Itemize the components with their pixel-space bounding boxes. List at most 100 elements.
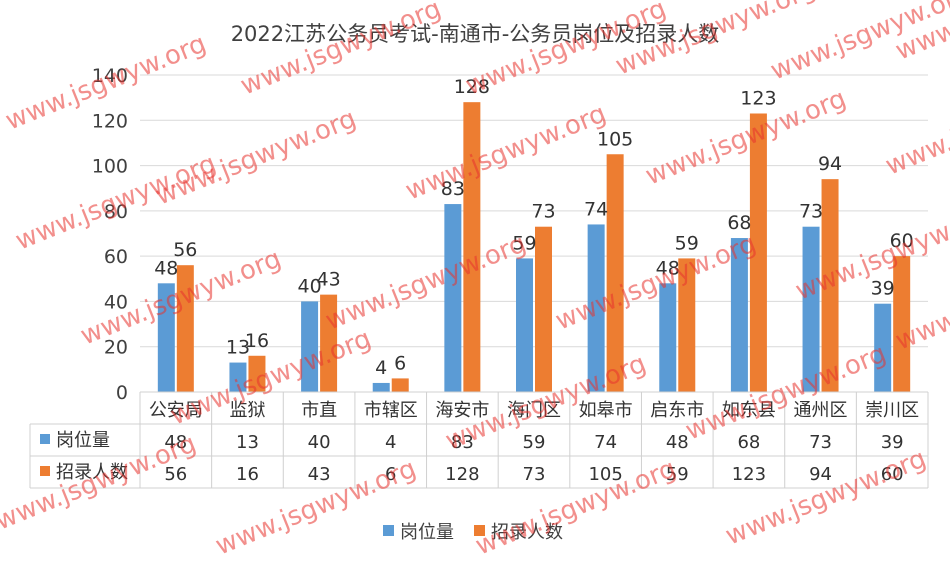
bar (730, 238, 748, 392)
bar (301, 301, 319, 392)
bar (802, 226, 820, 392)
legend-label: 岗位量 (400, 522, 454, 543)
table-cell: 128 (445, 464, 479, 485)
table-cell: 60 (881, 464, 904, 485)
table-cell: 59 (666, 464, 689, 485)
bar (893, 256, 911, 392)
category-label: 监狱 (229, 400, 265, 421)
y-tick-label: 40 (104, 291, 128, 313)
bar (821, 179, 839, 392)
data-label: 13 (226, 337, 250, 359)
watermark: www.jsgwyw.org (321, 229, 530, 337)
bar (516, 258, 533, 392)
data-label: 39 (871, 278, 895, 300)
watermark: www.jsgwyw.org (401, 99, 610, 207)
table-cell: 43 (308, 464, 331, 485)
table-cell: 40 (308, 432, 331, 453)
y-tick-label: 120 (92, 110, 128, 132)
table-series-label: 招录人数 (56, 462, 128, 483)
bar (176, 265, 194, 392)
bar (229, 362, 247, 392)
bar (444, 204, 462, 392)
category-label: 通州区 (794, 400, 848, 421)
table-cell: 68 (737, 432, 760, 453)
data-label: 73 (799, 201, 823, 223)
table-cell: 56 (164, 464, 187, 485)
table-cell: 48 (164, 432, 187, 453)
data-label: 123 (740, 87, 776, 109)
category-label: 海安市 (435, 400, 489, 421)
data-label: 83 (441, 178, 465, 200)
category-label: 公安局 (149, 400, 203, 421)
y-tick-label: 20 (104, 337, 128, 359)
data-label: 73 (531, 201, 555, 223)
y-tick-label: 0 (116, 382, 128, 404)
data-label: 16 (245, 330, 269, 352)
data-label: 94 (818, 153, 842, 175)
data-label: 6 (394, 352, 406, 374)
table-cell: 48 (666, 432, 689, 453)
legend-label: 招录人数 (491, 522, 563, 543)
y-tick-label: 100 (92, 156, 128, 178)
watermark: www.jsgwyw.org (236, 0, 445, 101)
table-legend-key (40, 466, 50, 476)
bar (659, 283, 677, 392)
data-label: 128 (454, 76, 490, 98)
bar (372, 382, 390, 392)
data-label: 59 (675, 232, 699, 254)
table-cell: 74 (594, 432, 617, 453)
table-cell: 4 (385, 432, 396, 453)
data-label: 56 (173, 239, 197, 261)
category-label: 市直 (301, 400, 337, 421)
data-label: 74 (584, 198, 608, 220)
watermark: www.jsgwyw.org (881, 74, 950, 182)
category-label: 市辖区 (364, 400, 418, 421)
category-label: 崇川区 (865, 400, 919, 421)
table-cell: 94 (809, 464, 832, 485)
legend-key (474, 525, 485, 536)
chart-title: 2022江苏公务员考试-南通市-公务员岗位及招录人数 (231, 22, 720, 46)
data-label: 43 (316, 269, 340, 291)
data-label: 4 (375, 357, 387, 379)
table-series-label: 岗位量 (56, 430, 110, 451)
category-label: 海门区 (507, 400, 561, 421)
data-label: 68 (727, 212, 751, 234)
data-label: 48 (154, 257, 178, 279)
legend: 岗位量 招录人数 (383, 522, 563, 543)
category-label: 如皋市 (579, 400, 633, 421)
bar (535, 226, 552, 392)
table-cell: 59 (523, 432, 546, 453)
y-tick-label: 60 (104, 246, 128, 268)
data-table: 公安局 48 56 监狱 13 16 市直 40 43 市辖区 4 6 海安市 83 128 海门区 59 73 如… (29, 391, 929, 489)
table-cell: 105 (588, 464, 622, 485)
watermark: www.jsgwyw.org (551, 229, 760, 337)
legend-key (383, 525, 394, 536)
table-cell: 16 (236, 464, 259, 485)
y-tick-label: 140 (92, 65, 128, 87)
watermark: www.jsgwyw.org (721, 444, 930, 552)
bar (463, 102, 481, 393)
bar (320, 294, 338, 392)
table-cell: 73 (809, 432, 832, 453)
table-cell: 13 (236, 432, 259, 453)
table-cell: 83 (451, 432, 474, 453)
bar (606, 154, 624, 392)
table-cell: 6 (385, 464, 396, 485)
table-cell: 39 (881, 432, 904, 453)
data-label: 40 (297, 275, 321, 297)
bars (157, 102, 911, 393)
table-legend-key (40, 434, 50, 444)
bar (248, 355, 266, 392)
bar (749, 113, 767, 392)
watermark: www.jsgwyw.org (166, 324, 375, 432)
table-cell: 73 (523, 464, 546, 485)
category-label: 如东县 (722, 400, 776, 421)
bar (587, 224, 605, 392)
data-label: 105 (597, 128, 633, 150)
y-axis: 0 20 40 60 80 100 120 140 (92, 65, 128, 404)
data-label: 60 (890, 230, 914, 252)
bar (874, 303, 892, 392)
bar (391, 378, 409, 392)
